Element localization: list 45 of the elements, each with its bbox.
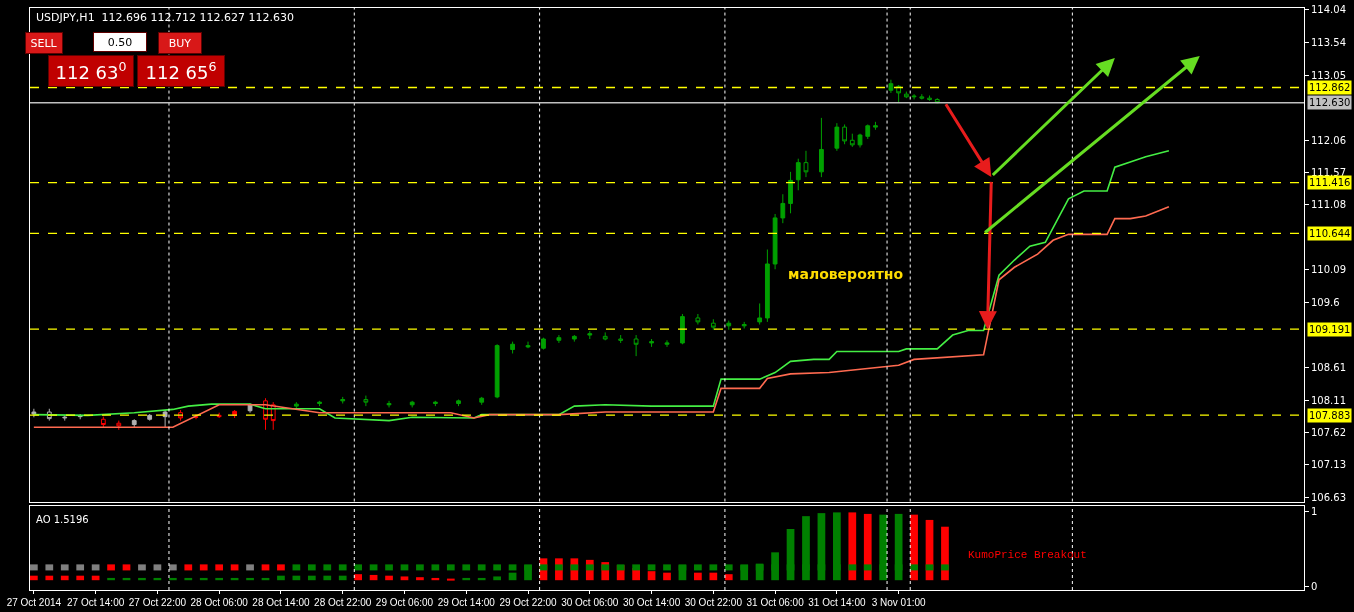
annotation: 0.50 [107,35,133,49]
annotation: маловероятно [788,266,904,282]
x-tick-label: 27 Oct 22:00 [128,597,187,608]
x-tick-label: 28 Oct 22:00 [314,597,372,608]
x-tick-label: 27 Oct 2014 [6,597,62,608]
y-tick-label: 108.11 [1311,394,1346,406]
y-tick-label: 107.62 [1311,426,1346,438]
y-tick-label: 113.54 [1311,37,1346,49]
ref-line-label: 111.416 [1309,177,1351,188]
ref-line-label: 110.644 [1309,228,1351,239]
x-tick-label: 3 Nov 01:00 [871,597,927,608]
ref-line-label: 109.191 [1309,324,1351,335]
y-tick-label: 1 [1311,506,1318,518]
x-tick-label: 29 Oct 06:00 [375,597,434,608]
annotation: KumoPrice Breakout [968,549,1087,561]
x-tick-label: 29 Oct 22:00 [499,597,558,608]
x-tick-label: 28 Oct 06:00 [190,597,249,608]
x-tick-label: 29 Oct 14:00 [437,597,496,608]
x-tick-label: 31 Oct 14:00 [808,597,866,608]
x-tick-label: 30 Oct 06:00 [561,597,619,608]
y-tick-label: 113.05 [1311,69,1346,81]
ref-line-label: 112.630 [1309,97,1351,108]
chart-title: USDJPY,H1 112.696 112.712 112.627 112.630 [36,11,295,24]
y-tick-label: 114.04 [1311,4,1346,16]
annotation: 112 65$^{6}$ [145,59,217,83]
x-tick-label: 30 Oct 22:00 [684,597,743,608]
y-tick-label: 0 [1311,581,1318,593]
annotation: SELL [30,36,58,50]
x-tick-label: 27 Oct 14:00 [67,597,125,608]
y-tick-label: 110.09 [1311,264,1346,276]
y-tick-label: 107.13 [1311,459,1346,471]
y-tick-label: 111.57 [1311,167,1346,179]
y-tick-label: 106.63 [1311,492,1346,504]
y-tick-label: 112.06 [1311,134,1346,146]
ref-line-label: 107.883 [1309,410,1351,421]
y-tick-label: 108.61 [1311,361,1346,373]
y-tick-label: 111.08 [1311,199,1346,211]
annotation: 112 63$^{0}$ [55,59,127,83]
x-tick-label: 30 Oct 14:00 [622,597,681,608]
ref-line-label: 112.862 [1309,82,1351,93]
annotation: BUY [168,36,192,50]
y-tick-label: 109.6 [1311,296,1340,308]
x-tick-label: 31 Oct 06:00 [746,597,805,608]
x-tick-label: 28 Oct 14:00 [252,597,311,608]
annotation: AO 1.5196 [36,514,89,525]
